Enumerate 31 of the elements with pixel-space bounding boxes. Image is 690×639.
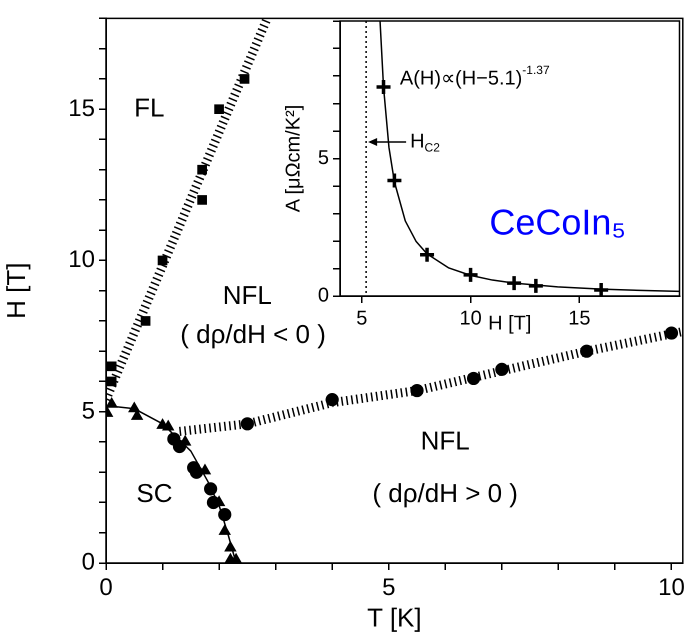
point [386, 172, 404, 190]
annotation: FL [134, 92, 164, 123]
x-tick-label: 10 [459, 308, 482, 330]
annotation: NFL [222, 280, 272, 310]
y-tick-label: 0 [82, 548, 95, 576]
point [418, 246, 436, 264]
annotation: ( dρ/dH > 0 ) [372, 478, 518, 508]
point [527, 277, 545, 295]
x-tick-label: 5 [356, 308, 368, 330]
point [106, 361, 116, 372]
x-tick-label: 0 [99, 574, 113, 602]
annotation: SC [136, 478, 173, 508]
y-axis-title: A [μΩcm/K²] [282, 104, 305, 212]
point [462, 266, 480, 284]
y-tick-label: 5 [82, 397, 95, 424]
x-tick-label: 10 [658, 574, 685, 602]
x-tick-label: 15 [568, 308, 591, 330]
point [197, 195, 207, 205]
point [374, 78, 392, 96]
point [214, 104, 224, 114]
y-tick-label: 10 [68, 246, 95, 274]
point [140, 316, 150, 326]
x-axis-title: T [K] [367, 602, 422, 633]
point [505, 274, 523, 292]
x-tick-label: 5 [382, 574, 396, 602]
y-tick-label: 15 [68, 94, 95, 122]
annotation: CeCoIn₅ [489, 201, 626, 242]
annotation: ( dρ/dH < 0 ) [180, 319, 326, 350]
y-axis-title: H [T] [0, 262, 31, 319]
x-axis-title: H [T] [488, 312, 532, 335]
annotation: NFL [420, 425, 470, 456]
